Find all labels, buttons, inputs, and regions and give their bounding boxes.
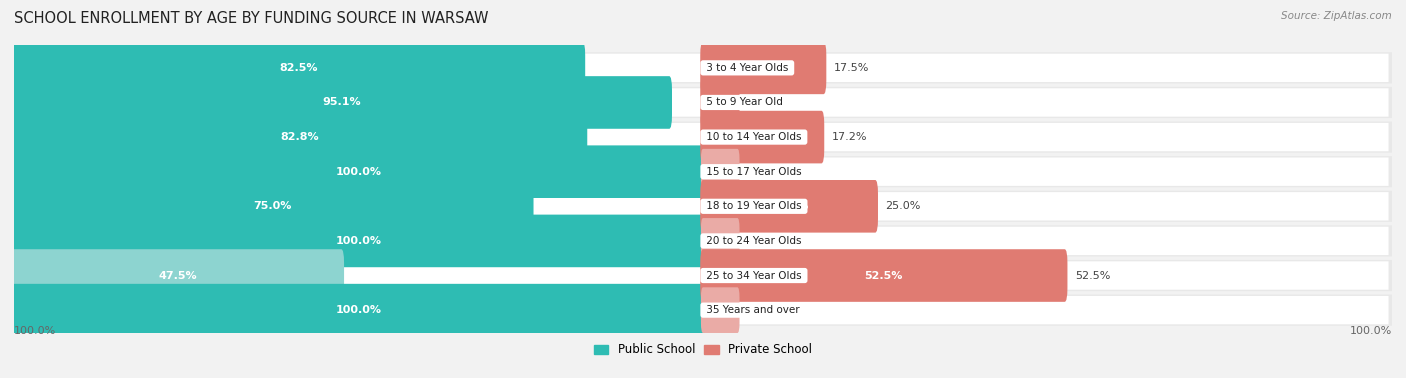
FancyBboxPatch shape	[17, 158, 1389, 186]
Text: 100.0%: 100.0%	[336, 167, 381, 177]
FancyBboxPatch shape	[700, 180, 877, 232]
Text: SCHOOL ENROLLMENT BY AGE BY FUNDING SOURCE IN WARSAW: SCHOOL ENROLLMENT BY AGE BY FUNDING SOUR…	[14, 11, 488, 26]
Text: 100.0%: 100.0%	[1350, 326, 1392, 336]
Text: 47.5%: 47.5%	[159, 271, 197, 280]
FancyBboxPatch shape	[702, 218, 740, 264]
Text: 75.0%: 75.0%	[253, 201, 291, 211]
Text: 5 to 9 Year Old: 5 to 9 Year Old	[703, 98, 786, 107]
FancyBboxPatch shape	[14, 191, 1392, 222]
Text: 18 to 19 Year Olds: 18 to 19 Year Olds	[703, 201, 804, 211]
Legend: Public School, Private School: Public School, Private School	[589, 339, 817, 361]
Text: 0.0%: 0.0%	[744, 236, 772, 246]
FancyBboxPatch shape	[14, 294, 1392, 326]
Text: 0.0%: 0.0%	[744, 305, 772, 315]
FancyBboxPatch shape	[11, 249, 344, 302]
FancyBboxPatch shape	[700, 76, 740, 129]
FancyBboxPatch shape	[17, 88, 1389, 117]
FancyBboxPatch shape	[11, 42, 585, 94]
FancyBboxPatch shape	[14, 121, 1392, 153]
FancyBboxPatch shape	[17, 192, 1389, 220]
FancyBboxPatch shape	[702, 149, 740, 195]
FancyBboxPatch shape	[17, 123, 1389, 151]
Text: 4.9%: 4.9%	[704, 98, 735, 107]
Text: 17.5%: 17.5%	[834, 63, 869, 73]
Text: 100.0%: 100.0%	[14, 326, 56, 336]
FancyBboxPatch shape	[17, 227, 1389, 255]
Text: 20 to 24 Year Olds: 20 to 24 Year Olds	[703, 236, 804, 246]
Text: 100.0%: 100.0%	[336, 305, 381, 315]
Text: 82.8%: 82.8%	[280, 132, 319, 142]
FancyBboxPatch shape	[17, 54, 1389, 82]
Text: 95.1%: 95.1%	[322, 98, 361, 107]
Text: 4.9%: 4.9%	[747, 98, 776, 107]
FancyBboxPatch shape	[17, 261, 1389, 290]
Text: 17.2%: 17.2%	[832, 132, 868, 142]
Text: 82.5%: 82.5%	[278, 63, 318, 73]
FancyBboxPatch shape	[11, 180, 533, 232]
FancyBboxPatch shape	[11, 146, 706, 198]
FancyBboxPatch shape	[14, 260, 1392, 291]
FancyBboxPatch shape	[700, 42, 827, 94]
Text: 15 to 17 Year Olds: 15 to 17 Year Olds	[703, 167, 804, 177]
FancyBboxPatch shape	[14, 52, 1392, 84]
FancyBboxPatch shape	[14, 225, 1392, 257]
Text: 25.0%: 25.0%	[770, 201, 808, 211]
Text: 17.5%: 17.5%	[744, 63, 783, 73]
FancyBboxPatch shape	[11, 215, 706, 267]
FancyBboxPatch shape	[14, 87, 1392, 118]
FancyBboxPatch shape	[11, 76, 672, 129]
FancyBboxPatch shape	[702, 287, 740, 333]
Text: 52.5%: 52.5%	[1076, 271, 1111, 280]
Text: 10 to 14 Year Olds: 10 to 14 Year Olds	[703, 132, 804, 142]
Text: 25 to 34 Year Olds: 25 to 34 Year Olds	[703, 271, 804, 280]
Text: 100.0%: 100.0%	[336, 236, 381, 246]
Text: 25.0%: 25.0%	[886, 201, 921, 211]
FancyBboxPatch shape	[11, 111, 588, 163]
FancyBboxPatch shape	[700, 111, 824, 163]
Text: 17.2%: 17.2%	[742, 132, 782, 142]
Text: 35 Years and over: 35 Years and over	[703, 305, 803, 315]
Text: 0.0%: 0.0%	[744, 167, 772, 177]
FancyBboxPatch shape	[11, 284, 706, 336]
FancyBboxPatch shape	[700, 249, 1067, 302]
Text: Source: ZipAtlas.com: Source: ZipAtlas.com	[1281, 11, 1392, 21]
Text: 3 to 4 Year Olds: 3 to 4 Year Olds	[703, 63, 792, 73]
Text: 52.5%: 52.5%	[865, 271, 903, 280]
FancyBboxPatch shape	[14, 156, 1392, 187]
FancyBboxPatch shape	[17, 296, 1389, 324]
